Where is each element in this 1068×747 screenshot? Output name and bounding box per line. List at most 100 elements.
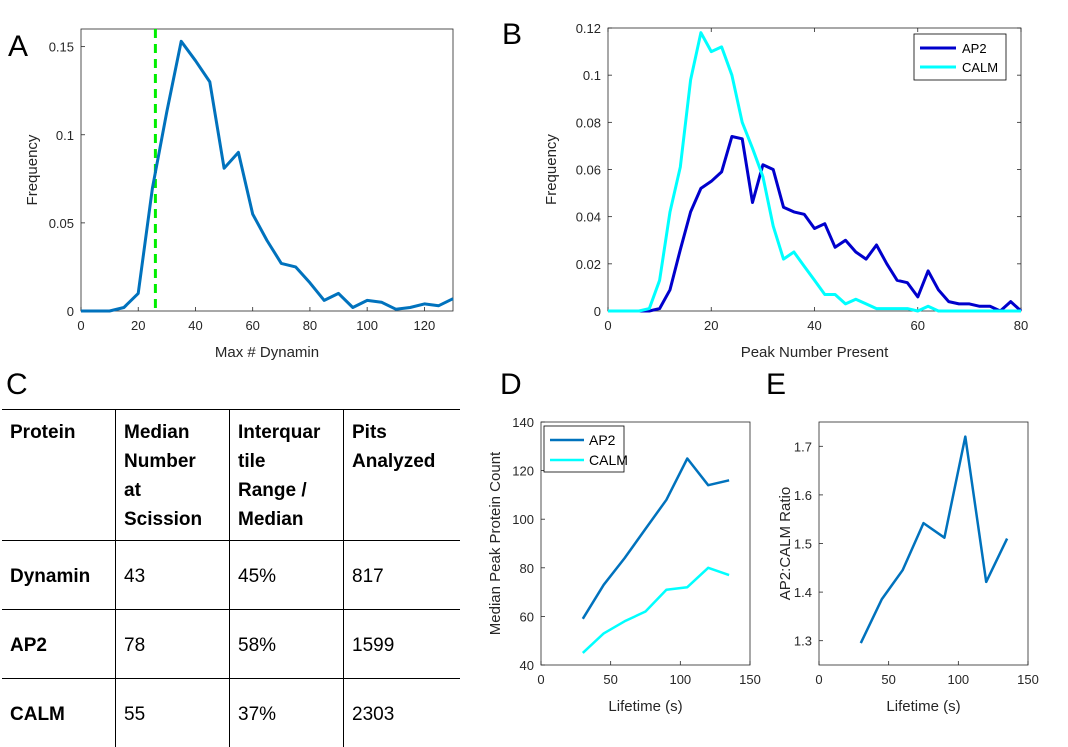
legend-d: AP2 CALM: [544, 426, 628, 472]
y-tick-label: 120: [512, 464, 534, 479]
header-line: Median: [124, 418, 221, 447]
table-cell: 37%: [230, 679, 344, 747]
y-tick-label: 0.05: [49, 216, 74, 231]
x-tick-label: 80: [303, 318, 317, 333]
x-tick-label: 50: [603, 672, 617, 687]
table-row: CALM 55 37% 2303: [2, 679, 460, 747]
x-tick-label: 20: [131, 318, 145, 333]
y-tick-label: 0: [594, 304, 601, 319]
series-line-main: [81, 41, 453, 311]
x-tick-label: 120: [414, 318, 436, 333]
y-tick-label: 1.6: [794, 488, 812, 503]
y-tick-label: 40: [520, 658, 534, 673]
table-cell: 2303: [344, 679, 461, 747]
table-cell: 58%: [230, 610, 344, 679]
header-cell-median: Median Number at Scission: [116, 410, 230, 541]
y-tick-label: 100: [512, 512, 534, 527]
y-axis-label: Median Peak Protein Count: [487, 451, 504, 635]
y-tick-label: 1.5: [794, 537, 812, 552]
panel-b: B 0 20 40 60 80 0 0.02 0.04 0.06 0.08 0.1 0.12 Peak …: [502, 18, 1028, 361]
y-tick-label: 0.15: [49, 40, 74, 55]
x-tick-label: 40: [188, 318, 202, 333]
axes-frame: [81, 29, 453, 311]
table-cell: 45%: [230, 541, 344, 610]
panel-label-b: B: [502, 18, 522, 51]
legend-b-label-calm: CALM: [962, 60, 998, 75]
y-tick-label: 0.02: [576, 257, 601, 272]
header-line: at: [124, 476, 221, 505]
y-tick-label: 0.1: [583, 68, 601, 83]
y-tick-label: 0.1: [56, 128, 74, 143]
table-cell: CALM: [2, 679, 116, 747]
series-line-ap2: [583, 459, 729, 619]
x-tick-label: 20: [704, 318, 718, 333]
y-tick-label: 0.08: [576, 115, 601, 130]
table-cell: 817: [344, 541, 461, 610]
header-cell-iqr: Interquar tile Range / Median: [230, 410, 344, 541]
legend-b: AP2 CALM: [914, 34, 1006, 80]
header-line: tile: [238, 447, 335, 476]
panel-label-c: C: [6, 368, 28, 401]
y-tick-label: 140: [512, 415, 534, 430]
table-cell: 1599: [344, 610, 461, 679]
x-tick-label: 60: [245, 318, 259, 333]
x-tick-label: 150: [739, 672, 761, 687]
x-axis-label: Lifetime (s): [608, 698, 682, 715]
table-cell: 43: [116, 541, 230, 610]
y-tick-label: 0.06: [576, 163, 601, 178]
x-tick-label: 100: [669, 672, 691, 687]
series-line-main: [861, 437, 1007, 643]
panel-label-e: E: [766, 368, 786, 401]
x-axis-label: Lifetime (s): [886, 698, 960, 715]
table-cell: 55: [116, 679, 230, 747]
header-cell-protein: Protein: [2, 410, 116, 541]
y-tick-label: 1.3: [794, 634, 812, 649]
header-line: Protein: [10, 418, 107, 447]
x-tick-label: 50: [881, 672, 895, 687]
table-cell: AP2: [2, 610, 116, 679]
table-header-row: Protein Median Number at Scission Interq…: [2, 410, 460, 541]
y-tick-label: 1.4: [794, 585, 812, 600]
panel-label-a: A: [8, 30, 28, 63]
table-cell: 78: [116, 610, 230, 679]
x-axis-label: Max # Dynamin: [215, 344, 319, 361]
y-axis-label: AP2:CALM Ratio: [777, 487, 794, 600]
legend-b-label-ap2: AP2: [962, 41, 987, 56]
header-line: Range /: [238, 476, 335, 505]
table-row: AP2 78 58% 1599: [2, 610, 460, 679]
x-tick-label: 40: [807, 318, 821, 333]
x-axis-label: Peak Number Present: [741, 344, 889, 361]
series-line-ap2: [608, 137, 1021, 312]
y-tick-label: 0: [67, 304, 74, 319]
y-tick-label: 80: [520, 561, 534, 576]
header-line: Interquar: [238, 418, 335, 447]
y-axis-label: Frequency: [24, 134, 41, 205]
legend-d-label-calm: CALM: [589, 452, 628, 468]
x-tick-label: 60: [911, 318, 925, 333]
header-line: Pits: [352, 418, 452, 447]
y-axis-label: Frequency: [543, 134, 560, 205]
table-row: Dynamin 43 45% 817: [2, 541, 460, 610]
legend-d-label-ap2: AP2: [589, 432, 616, 448]
x-tick-label: 80: [1014, 318, 1028, 333]
axes-frame: [819, 422, 1028, 665]
x-tick-label: 0: [537, 672, 544, 687]
header-line: Scission: [124, 505, 221, 534]
y-tick-label: 1.7: [794, 439, 812, 454]
series-line-calm: [583, 568, 729, 653]
x-tick-label: 0: [77, 318, 84, 333]
x-tick-label: 0: [815, 672, 822, 687]
x-tick-label: 0: [604, 318, 611, 333]
x-tick-label: 100: [947, 672, 969, 687]
header-cell-pits: Pits Analyzed: [344, 410, 461, 541]
y-tick-label: 0.12: [576, 21, 601, 36]
table-cell: Dynamin: [2, 541, 116, 610]
header-line: Median: [238, 505, 335, 534]
y-tick-label: 0.04: [576, 210, 601, 225]
scission-table: Protein Median Number at Scission Interq…: [2, 409, 460, 747]
